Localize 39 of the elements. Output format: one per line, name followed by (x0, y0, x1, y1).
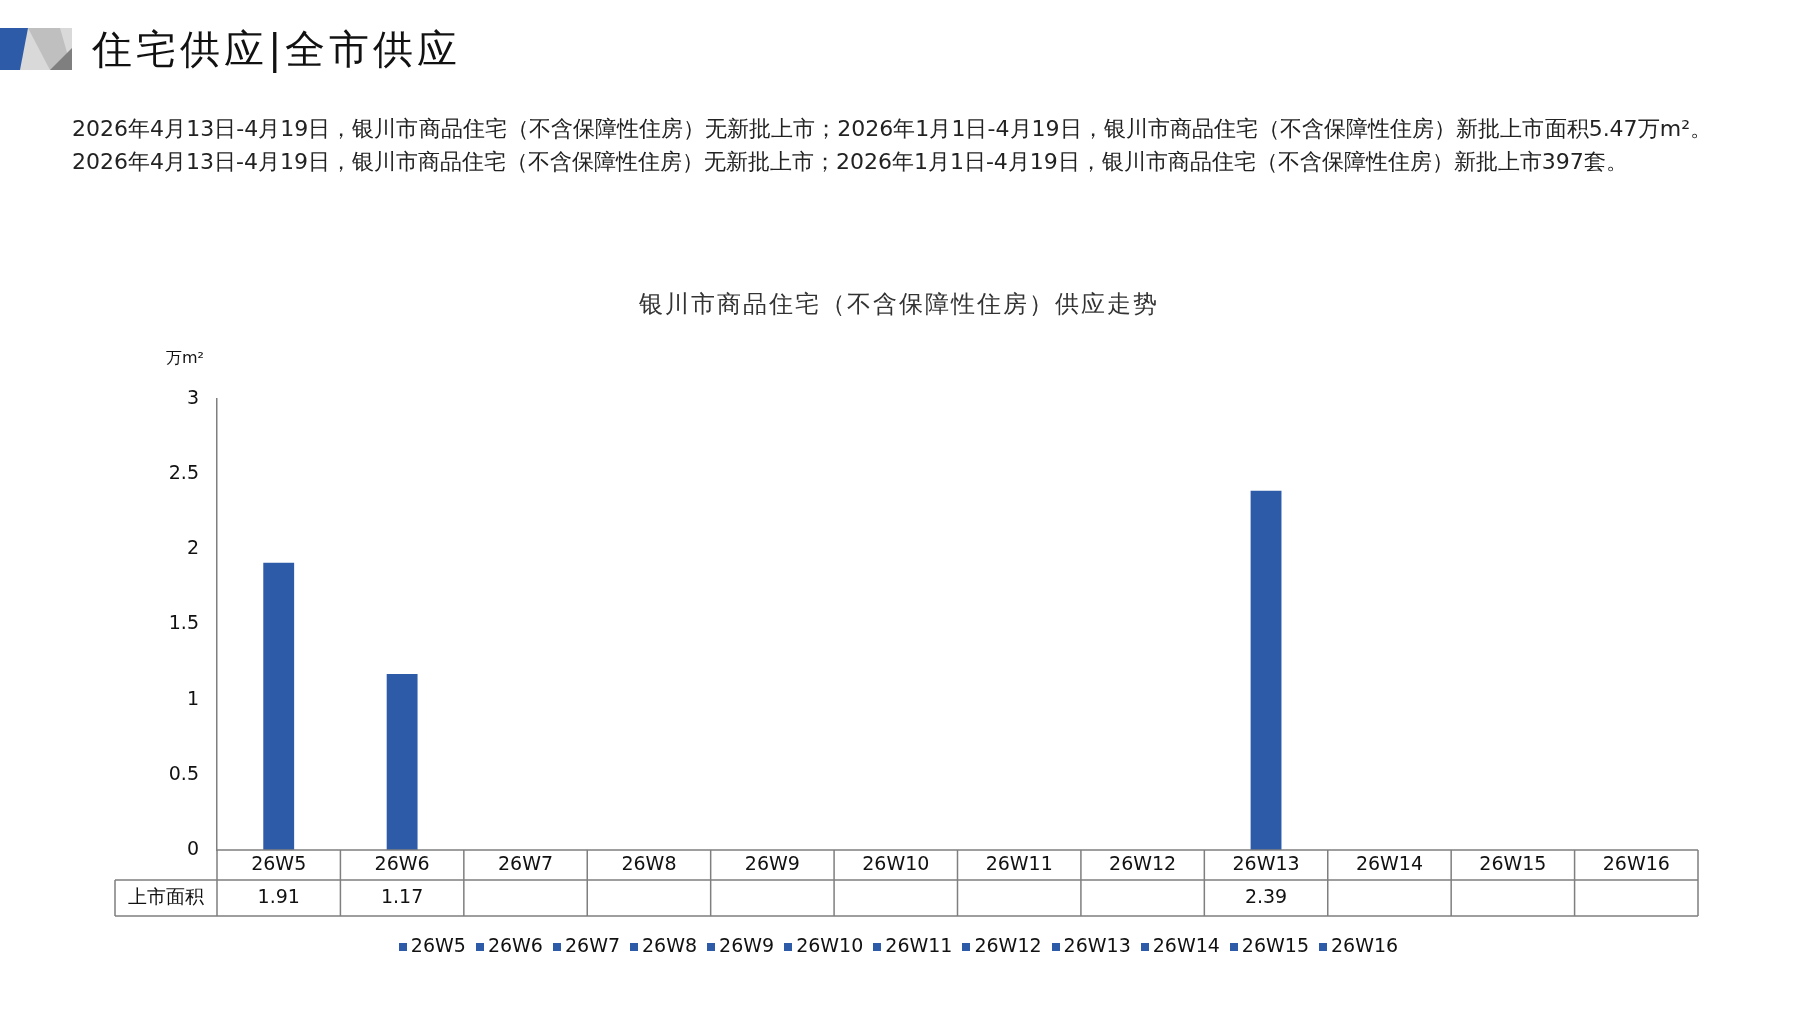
category-label: 26W9 (719, 934, 775, 956)
category-label: 26W5 (410, 934, 466, 956)
y-tick-label: 0.5 (168, 761, 199, 784)
data-label: 1.91 (257, 884, 300, 907)
category-label: 26W11 (885, 934, 953, 956)
x-tick-label: 26W9 (744, 851, 800, 874)
text: 住宅供应|全市供应 (92, 25, 462, 75)
category-label: 26W7 (564, 934, 621, 956)
x-tick-label: 26W7 (498, 851, 554, 874)
y-axis-title: 万m² (166, 348, 204, 368)
text: 上市面积 (128, 884, 204, 907)
x-tick-label: 26W10 (862, 851, 930, 874)
category-label: 26W16 (1331, 934, 1399, 956)
x-tick-label: 26W13 (1232, 851, 1300, 874)
x-tick-label: 26W15 (1479, 851, 1547, 874)
x-tick-label: 26W6 (374, 851, 430, 874)
x-tick-label: 26W11 (985, 851, 1053, 874)
text: 2026年4月13日-4月19日，银川市商品住宅（不含保障性住房）无新批上市；2026年1月1日-4月19日，银川市商品住宅（不含保障性住房）新批上市面积5.47万m²。2026年4月13日-4月19日，银川市商品住宅（不含保障性住房）无新批上市；2026年1月1日-4月19日，银川市商品住宅（不含保障性住房）新批上市397套。 (72, 115, 1712, 176)
x-tick-label: 26W16 (1602, 851, 1670, 874)
chart-title: 银川市商品住宅（不含保障性住房）供应走势 (637, 289, 1160, 320)
x-tick-label: 26W14 (1355, 851, 1424, 874)
category-label: 26W13 (1063, 934, 1131, 956)
category-label: 26W12 (974, 934, 1042, 956)
x-tick-label: 26W5 (251, 851, 307, 874)
x-tick-label: 26W12 (1109, 851, 1177, 874)
category-label: 26W10 (796, 934, 864, 956)
y-tick-label: 0 (186, 836, 199, 859)
category-label: 26W14 (1152, 934, 1220, 956)
category-label: 26W6 (487, 934, 543, 956)
category-label: 26W8 (642, 934, 698, 956)
y-tick-label: 2.5 (168, 461, 199, 484)
category-label: 26W15 (1241, 934, 1309, 956)
x-tick-label: 26W8 (621, 851, 677, 874)
y-tick-label: 1 (186, 686, 199, 709)
y-tick-label: 1.5 (168, 611, 199, 634)
data-label: 1.17 (380, 884, 424, 907)
data-label: 2.39 (1244, 884, 1288, 907)
y-tick-label: 3 (186, 385, 199, 408)
y-tick-label: 2 (186, 536, 199, 559)
